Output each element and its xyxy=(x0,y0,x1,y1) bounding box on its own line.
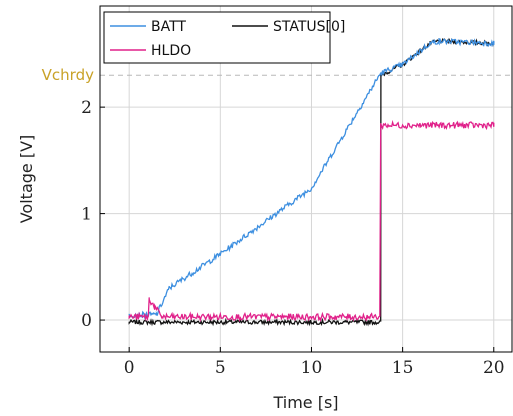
y-axis-title: Voltage [V] xyxy=(17,135,36,224)
x-tick-label: 0 xyxy=(124,358,135,378)
x-tick-label: 10 xyxy=(301,358,323,378)
legend-label-batt: BATT xyxy=(151,19,186,35)
legend-label-hldo: HLDO xyxy=(151,43,191,59)
legend-label-status-0: STATUS[0] xyxy=(273,19,345,35)
series-line-status-0 xyxy=(128,37,495,327)
legend: BATT STATUS[0] HLDO xyxy=(103,11,345,64)
series-group xyxy=(128,37,495,327)
y-tick-label: 1 xyxy=(81,205,92,225)
x-axis-title: Time [s] xyxy=(272,393,338,412)
plot-frame xyxy=(99,5,513,353)
y-tick-label: 2 xyxy=(81,98,92,118)
reference-line: Vchrdy xyxy=(42,66,512,84)
series-line-hldo xyxy=(128,119,495,323)
ticks: 0 5 10 15 20 0 1 2 xyxy=(81,98,504,378)
x-tick-label: 5 xyxy=(215,358,226,378)
x-tick-label: 20 xyxy=(483,358,505,378)
y-tick-label: 0 xyxy=(81,311,92,331)
legend-box xyxy=(103,11,331,64)
x-tick-label: 15 xyxy=(392,358,414,378)
series-line-batt xyxy=(128,37,495,320)
vchrdy-label: Vchrdy xyxy=(42,66,94,84)
